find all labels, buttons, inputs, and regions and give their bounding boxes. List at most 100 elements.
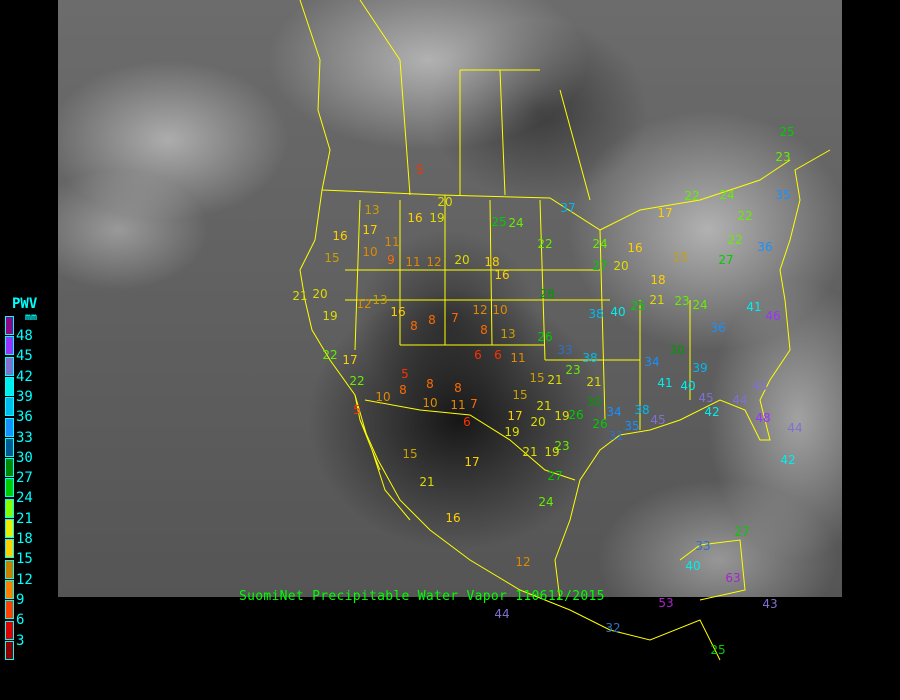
station-value: 20 [454,253,470,267]
station-value: 10 [362,245,378,259]
station-value: 15 [529,371,545,385]
station-value: 24 [592,237,608,251]
station-value: 12 [426,255,442,269]
station-value: 15 [402,447,418,461]
legend-label: 12 [16,571,33,588]
station-value: 30 [669,343,685,357]
station-value: 31 [608,429,624,443]
station-value: 27 [734,525,750,539]
station-value: 11 [510,351,526,365]
station-value: 36 [757,240,773,254]
station-value: 34 [606,405,622,419]
station-value: 17 [507,409,523,423]
legend-label: 39 [16,388,33,405]
legend-title: PWV [12,296,38,312]
satellite-map [58,0,842,597]
legend-label: 24 [16,490,33,507]
station-value: 21 [522,445,538,459]
legend-label: 48 [16,328,33,344]
station-value: 27 [547,469,563,483]
station-value: 45 [650,413,666,427]
west-coastline [299,0,721,661]
station-value: 23 [565,363,581,377]
station-value: 25 [710,643,726,657]
legend-swatch [5,478,14,498]
station-value: 22 [322,348,338,362]
station-value: 24 [538,495,554,509]
legend-swatch [5,336,14,356]
station-value: 21 [536,399,552,413]
station-value: 22 [727,233,743,247]
station-value: 19 [429,211,445,225]
yucatan-coastline [679,539,746,601]
map-title: SuomiNet Precipitable Water Vapor 110612… [239,589,605,604]
legend-swatch [5,640,14,660]
station-value: 25 [779,125,795,139]
legend-swatch [5,600,14,620]
station-value: 40 [685,559,701,573]
station-value: 11 [384,235,400,249]
station-value: 11 [405,255,421,269]
station-value: 16 [627,241,643,255]
station-value: 12 [515,555,531,569]
station-value: 43 [762,597,778,611]
station-value: 8 [410,319,418,333]
legend-swatch [5,437,14,457]
legend-swatch [5,316,14,335]
station-value: 16 [407,211,423,225]
station-value: 7 [451,311,459,325]
station-value: 5 [353,403,361,417]
station-value: 30 [586,395,602,409]
station-value: 17 [362,223,378,237]
station-value: 5 [416,163,424,177]
station-value: 25 [491,215,507,229]
station-value: 33 [695,539,711,553]
legend-swatch [5,458,14,478]
station-value: 18 [650,273,666,287]
legend-swatch [5,620,14,640]
station-value: 63 [725,571,741,585]
station-value: 6 [494,348,502,362]
station-value: 26 [592,417,608,431]
legend-swatch [5,376,14,396]
station-value: 16 [390,305,406,319]
legend-swatch [5,519,14,538]
station-value: 5 [401,367,409,381]
legend-label: 42 [16,368,33,385]
baja-coastline [354,394,411,521]
station-value: 15 [512,388,528,402]
station-value: 48 [755,411,771,425]
station-value: 13 [364,203,380,217]
station-value: 22 [737,209,753,223]
station-value: 42 [780,453,796,467]
station-value: 18 [484,255,500,269]
station-value: 37 [560,201,576,215]
station-value: 22 [537,237,553,251]
station-value: 38 [588,307,604,321]
station-value: 16 [494,268,510,282]
station-value: 17 [464,455,480,469]
station-value: 32 [605,621,621,635]
legend-swatch [5,356,14,376]
station-value: 38 [582,351,598,365]
legend-label: 9 [16,591,25,608]
station-value: 6 [463,415,471,429]
legend-unit: mm [25,312,38,323]
station-value: 13 [372,293,388,307]
station-value: 23 [775,150,791,164]
station-value: 25 [630,299,646,313]
canada-us-border [321,159,791,231]
station-value: 8 [480,323,488,337]
legend-label: 36 [16,409,33,426]
station-value: 12 [472,303,488,317]
station-value: 21 [649,293,665,307]
station-value: 44 [494,607,510,621]
us-mexico-border [364,399,576,481]
station-value: 35 [775,188,791,202]
station-value: 38 [634,403,650,417]
legend-label: 15 [16,551,33,568]
station-value: 24 [692,298,708,312]
station-value: 21 [419,475,435,489]
station-value: 20 [613,259,629,273]
